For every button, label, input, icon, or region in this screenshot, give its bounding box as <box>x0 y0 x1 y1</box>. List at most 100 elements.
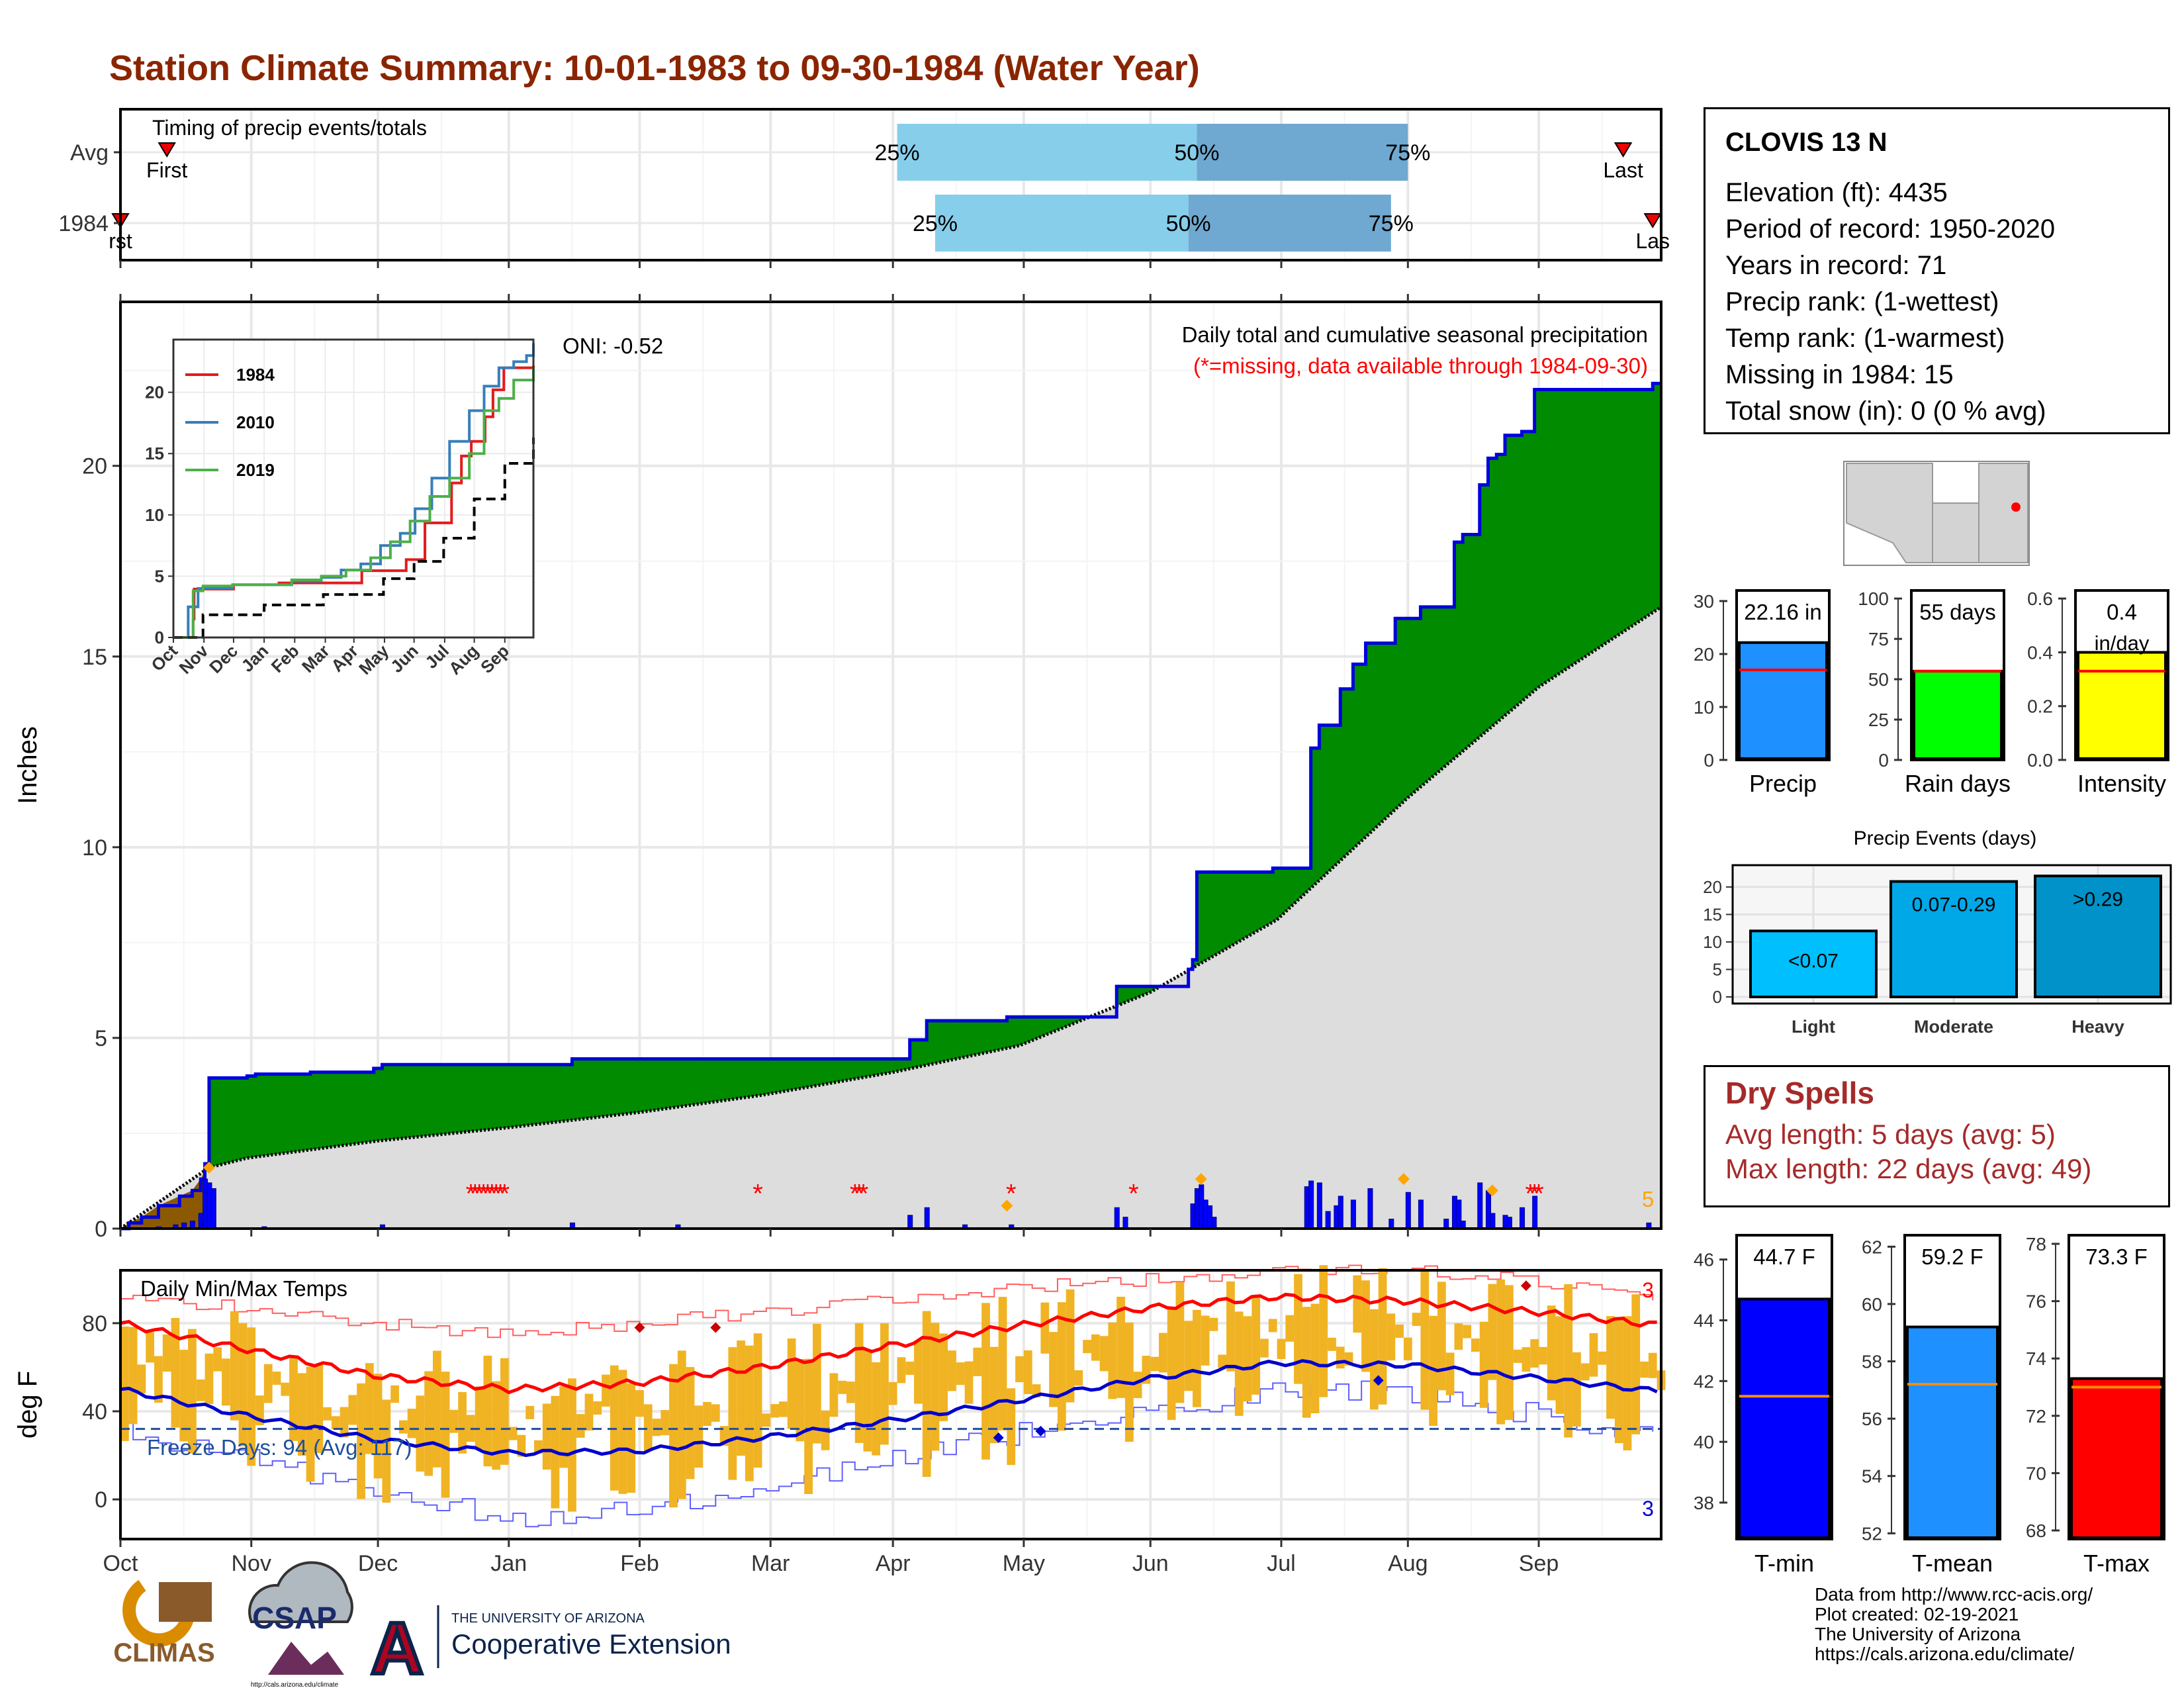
daily-temp-range-bar <box>1463 1325 1471 1338</box>
events-bar-label: <0.07 <box>1788 950 1839 972</box>
daily-precip-bar <box>1211 1217 1217 1229</box>
events-title: Precip Events (days) <box>1854 827 2037 849</box>
daily-temp-range-bar <box>703 1401 711 1427</box>
daily-temp-range-bar <box>568 1378 576 1512</box>
events-category-label: Moderate <box>1914 1017 1993 1037</box>
summary-category-label: Precip <box>1749 770 1817 797</box>
missing-marker: * <box>752 1179 763 1208</box>
summary-y-tick-label: 20 <box>1694 644 1714 665</box>
summary-category-label: T-min <box>1754 1550 1814 1577</box>
summary-y-tick-label: 10 <box>1694 697 1714 718</box>
daily-temp-range-bar <box>1445 1352 1455 1395</box>
inset-panel: 05101520OctNovDecJanFebMarAprMayJunJulAu… <box>145 338 535 679</box>
daily-temp-range-bar <box>1251 1296 1261 1395</box>
daily-temp-range-bar <box>492 1381 501 1470</box>
last-event-marker <box>1614 142 1633 158</box>
summary-bar <box>1738 641 1828 760</box>
precip-subtitle: (*=missing, data available through 1984-… <box>1193 353 1648 378</box>
summary-value-label: 0.4 <box>2107 600 2137 624</box>
summary-y-tick-label: 0.6 <box>2027 588 2053 609</box>
daily-precip-bar <box>1316 1182 1322 1229</box>
daily-temp-range-bar <box>948 1350 956 1391</box>
daily-temp-range-bar <box>154 1356 163 1403</box>
daily-temp-range-bar <box>1572 1352 1581 1427</box>
daily-temp-range-bar <box>576 1414 585 1438</box>
daily-temp-range-bar <box>517 1434 526 1457</box>
freeze-days-label: Freeze Days: 94 (Avg: 117) <box>147 1435 412 1460</box>
last-event-marker <box>1643 213 1662 228</box>
daily-temp-range-bar <box>1328 1337 1336 1351</box>
climas-logo-icon <box>122 1579 195 1647</box>
daily-temp-range-bar <box>1437 1282 1446 1391</box>
timing-percent-label: 75% <box>1369 211 1414 236</box>
logos: CLIMAS CSAP http://cals.arizona.edu/climat… <box>113 1561 731 1688</box>
daily-precip-bar <box>1418 1199 1424 1229</box>
events-category-label: Light <box>1792 1017 1835 1037</box>
summary-y-tick-label: 0.4 <box>2027 642 2053 663</box>
station-missing: Missing in 1984: 15 <box>1725 360 1954 389</box>
daily-temp-range-bar <box>981 1303 990 1460</box>
daily-temp-range-bar <box>272 1372 281 1385</box>
daily-temp-range-bar <box>263 1364 273 1403</box>
inset-y-tick-label: 20 <box>145 383 164 402</box>
record-low-count: 3 <box>1642 1497 1654 1521</box>
daily-temp-range-bar <box>1133 1372 1142 1399</box>
inset-legend-label: 1984 <box>236 365 275 385</box>
daily-temp-range-bar <box>382 1399 391 1503</box>
x-tick-label: Oct <box>103 1551 138 1576</box>
daily-temp-range-bar <box>1175 1282 1185 1403</box>
daily-precip-bar <box>1405 1192 1411 1229</box>
summary-bar <box>2070 1377 2163 1540</box>
daily-temp-range-bar <box>880 1323 889 1445</box>
daily-temp-range-bar <box>1099 1336 1109 1372</box>
missing-marker: * <box>858 1179 869 1208</box>
events-frame <box>1731 864 2172 1005</box>
inset-y-tick-label: 15 <box>145 444 164 463</box>
daily-temp-range-bar <box>306 1366 315 1482</box>
precip-events-panel: Precip Events (days) 0 5 10 15 20 <0.07 Light 0.… <box>1703 827 2172 1037</box>
summary-y-tick-label: 52 <box>1862 1523 1882 1544</box>
inset-y-tick-label: 0 <box>155 628 164 647</box>
events-y-tick-label: 10 <box>1703 932 1722 952</box>
daily-temp-range-bar <box>1513 1349 1522 1363</box>
y-axis-label: Inches <box>13 726 42 804</box>
summary-y-tick-label: 44 <box>1694 1311 1714 1331</box>
daily-temp-range-bar <box>1116 1296 1125 1398</box>
daily-temp-range-bar <box>753 1333 762 1468</box>
daily-temp-range-bar <box>1040 1302 1050 1354</box>
inset-legend-label: 2019 <box>236 460 275 480</box>
daily-precip-bar <box>1367 1188 1373 1229</box>
missing-marker: * <box>1533 1179 1544 1208</box>
events-bar <box>1889 880 2018 998</box>
daily-temp-range-bar <box>365 1363 374 1454</box>
daily-temp-range-bar <box>1614 1317 1623 1444</box>
daily-temp-range-bar <box>162 1334 171 1372</box>
daily-temp-range-bar <box>838 1380 847 1394</box>
daily-temp-range-bar <box>745 1345 754 1481</box>
daily-temp-range-bar <box>289 1356 298 1441</box>
station-years: Years in record: 71 <box>1725 251 1947 280</box>
csap-logo-text: CSAP <box>252 1601 337 1635</box>
daily-temp-range-bar <box>1598 1351 1607 1365</box>
missing-marker: * <box>1006 1179 1017 1208</box>
extreme-marker <box>1001 1199 1013 1212</box>
daily-temp-range-bar <box>500 1358 509 1465</box>
station-precip-rank: Precip rank: (1-wettest) <box>1725 287 1999 316</box>
record-high-marker <box>1520 1280 1531 1291</box>
csap-cloud-icon <box>248 1561 353 1623</box>
inset-series-line <box>173 367 535 639</box>
extreme-marker <box>1397 1173 1410 1186</box>
daily-precip-bar <box>1388 1219 1394 1229</box>
daily-temp-range-bar <box>1547 1305 1556 1401</box>
record-low-marker <box>993 1432 1004 1443</box>
daily-temp-range-bar <box>1074 1370 1083 1386</box>
daily-temp-range-bar <box>525 1405 535 1419</box>
daily-temp-range-bar <box>1057 1302 1066 1431</box>
location-map <box>1843 461 2030 566</box>
daily-temp-range-bar <box>1505 1285 1514 1421</box>
daily-temp-range-bar <box>1150 1356 1160 1372</box>
station-period: Period of record: 1950-2020 <box>1725 214 2056 244</box>
summary-category-label: T-max <box>2083 1550 2150 1577</box>
footer-data-source: Data from http://www.rcc-acis.org/ <box>1815 1584 2093 1605</box>
